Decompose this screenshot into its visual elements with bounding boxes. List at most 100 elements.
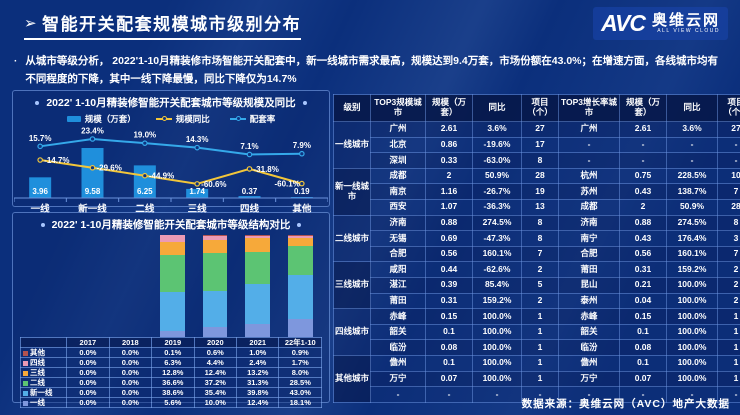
- series-chip-icon: [23, 380, 28, 386]
- summary: · 从城市等级分析， 2022'1-10月精装修市场智能开关配套中，新一线城市需…: [14, 53, 728, 89]
- rank-cell: 138.7%: [666, 183, 718, 200]
- rank-cell: 0.1: [619, 354, 667, 372]
- rank-cell: 咸阳: [370, 261, 426, 278]
- rank-cell: 28: [521, 167, 559, 185]
- table-cell: 10.0%: [193, 397, 238, 408]
- rank-cell: 100.0%: [472, 308, 522, 325]
- rank-cell: 1: [521, 370, 559, 388]
- table-cell: 12.8%: [151, 367, 195, 378]
- table-cell: 13.2%: [236, 367, 280, 378]
- rank-cell: 100.0%: [666, 339, 718, 356]
- rank-row: 临汾 0.08 100.0% 1 临汾 0.08 100.0% 1: [334, 339, 740, 356]
- rank-cell: 159.2%: [472, 292, 522, 310]
- stack-segment-三线: [245, 238, 271, 252]
- table-cell: 36.6%: [151, 377, 195, 388]
- page-title: ➢ 智能开关配套规模城市级别分布: [24, 10, 302, 40]
- rank-cell: -: [558, 386, 620, 403]
- year-header: 2017: [66, 337, 110, 348]
- table-cell: 1.0%: [236, 347, 280, 358]
- table-cell: 38.6%: [151, 387, 195, 398]
- line-swatch-icon: [229, 116, 246, 121]
- table-cell: 37.2%: [193, 377, 238, 388]
- table-row: 二线 0.0% 0.0% 36.6% 37.2% 31.3% 28.5%: [19, 377, 322, 388]
- stack-segment-二线: [245, 251, 271, 284]
- rank-row: 新一线城市 成都 2 50.9% 28 杭州 0.75 228.5% 10: [333, 167, 740, 216]
- table-cell: 0.9%: [278, 347, 322, 358]
- yoy-label: -29.6%: [97, 164, 122, 173]
- rank-header: 规模（万套）: [619, 94, 667, 122]
- table-cell: 4.4%: [193, 357, 238, 368]
- stacked-bar: [74, 235, 99, 337]
- rank-cell: 2.61: [425, 121, 473, 138]
- rank-row: --------: [334, 386, 740, 403]
- rank-cell: 50.9%: [666, 198, 718, 216]
- rank-cell: 160.1%: [666, 245, 718, 263]
- rank-cell: 1.16: [425, 183, 473, 200]
- stack-segment-二线: [202, 252, 228, 291]
- tier-label: 其他城市: [333, 354, 371, 403]
- rank-cell: 13: [521, 198, 559, 216]
- rank-row: 无锡 0.69 -47.3% 8 南宁 0.43 176.4% 3: [334, 230, 740, 247]
- stack-segment-一线: [245, 324, 271, 337]
- stack-slot-2020: [194, 235, 237, 337]
- table-cell: 0.0%: [108, 387, 153, 398]
- rank-cell: 儋州: [558, 354, 620, 372]
- rank-row: 四线城市 赤峰 0.15 100.0% 1 赤峰 0.15 100.0% 1: [333, 308, 740, 356]
- rank-cell: -: [472, 386, 522, 403]
- rank-cell: 0.04: [619, 292, 667, 310]
- year-header: 2018: [108, 337, 153, 348]
- stack-slot-2021: [236, 235, 279, 337]
- rank-cell: 济南: [370, 214, 426, 232]
- stack-segment-其他: [245, 235, 271, 237]
- rank-cell: 苏州: [558, 183, 620, 200]
- table-cell: 0.1%: [151, 347, 195, 358]
- rank-header: TOP3增长率城市: [558, 94, 620, 122]
- stack-segment-四线: [288, 235, 313, 238]
- table-cell: 0.0%: [66, 377, 110, 388]
- rank-row: 其他城市 儋州 0.1 100.0% 1 儋州 0.1 100.0% 1: [333, 354, 740, 403]
- rank-cell: 27: [521, 121, 559, 138]
- rank-cell: 0.15: [619, 308, 667, 325]
- rank-cell: 0.69: [425, 230, 473, 247]
- stack-segment-四线: [202, 235, 228, 241]
- year-header: 2020: [193, 337, 238, 348]
- rank-cell: 100.0%: [472, 339, 522, 356]
- rank-cell: 274.5%: [472, 214, 522, 232]
- stacked-chart: [20, 235, 322, 337]
- rank-cell: 西安: [370, 198, 426, 216]
- stack-slot-2018: [108, 235, 151, 337]
- rank-cell: 50.9%: [472, 167, 522, 185]
- rank-row: 万宁 0.07 100.0% 1 万宁 0.07 100.0% 1: [334, 370, 740, 388]
- rank-cell: 0.75: [619, 167, 667, 185]
- row-label: 新一线: [19, 387, 68, 398]
- rank-cell: 0.15: [425, 308, 473, 325]
- table-cell: 1.7%: [278, 357, 322, 368]
- rank-cell: 儋州: [370, 354, 426, 372]
- rate-label: 7.1%: [240, 142, 258, 151]
- rank-cell: 0.56: [425, 245, 473, 263]
- rank-cell: 0.33: [425, 152, 473, 169]
- rank-cell: 赤峰: [370, 308, 426, 325]
- rank-cell: 0.43: [619, 183, 667, 200]
- rank-cell: 100.0%: [666, 323, 718, 341]
- stack-segment-一线: [202, 326, 228, 337]
- rank-cell: 1.07: [425, 198, 473, 216]
- stack-segment-一线: [159, 331, 185, 337]
- tier-label: 二线城市: [333, 214, 371, 263]
- rank-cell: -: [619, 136, 667, 154]
- table-row: 一线 0.0% 0.0% 5.6% 10.0% 12.4% 18.1%: [19, 397, 322, 408]
- bar-value-label: 6.25: [137, 187, 153, 196]
- rate-line: [40, 137, 302, 156]
- rank-cell: 0.08: [619, 339, 667, 356]
- legend-item-yoy: 规模同比: [155, 113, 210, 125]
- table-row: 三线 0.0% 0.0% 12.8% 12.4% 13.2% 8.0%: [19, 367, 322, 378]
- rank-cell: 1: [521, 354, 559, 372]
- rank-cell: 100.0%: [666, 292, 718, 310]
- rank-cell: 100.0%: [666, 276, 718, 294]
- rank-cell: 济南: [558, 214, 620, 232]
- rate-label: 7.9%: [293, 141, 311, 150]
- rank-header: 项目（个）: [521, 94, 559, 122]
- yoy-label: -44.9%: [149, 172, 174, 181]
- rank-cell: 0.31: [619, 261, 667, 278]
- table-cell: 0.0%: [108, 357, 153, 368]
